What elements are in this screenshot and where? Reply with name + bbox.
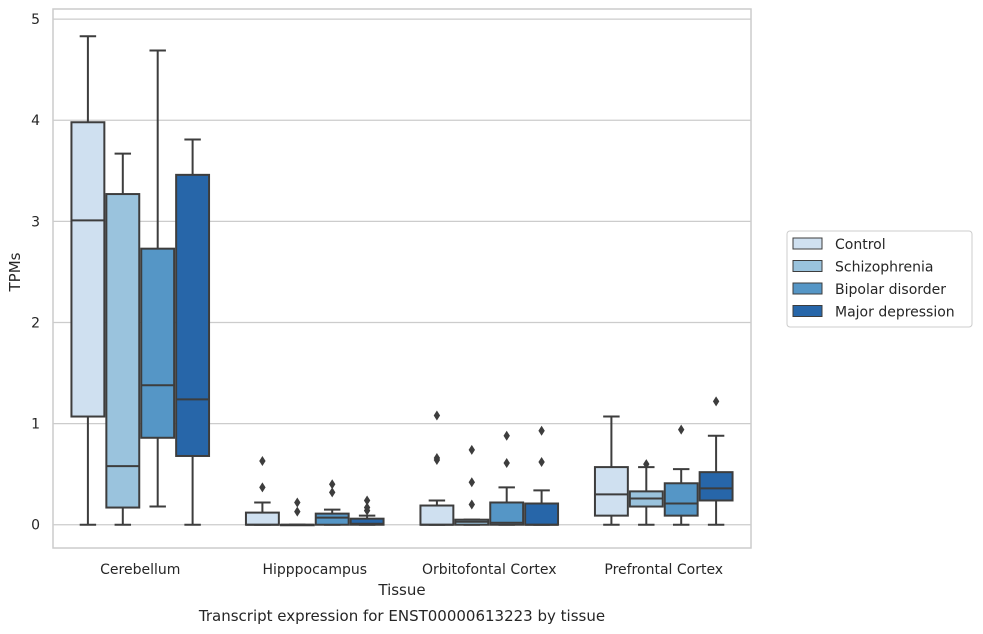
- box-body: [314, 512, 350, 526]
- outlier-point: [468, 477, 475, 488]
- box-3-1: [349, 495, 385, 526]
- outlier-point: [329, 479, 336, 490]
- outlier-point: [712, 396, 720, 407]
- y-tick-label: 2: [31, 315, 40, 331]
- box-body: [175, 173, 211, 457]
- x-axis-label: Tissue: [377, 581, 425, 599]
- box-3-3: [698, 396, 734, 526]
- box-body: [105, 193, 141, 509]
- outlier-point: [538, 457, 545, 468]
- series-schizophrenia: [105, 152, 664, 527]
- box-body: [140, 247, 176, 439]
- outlier-point: [294, 506, 301, 517]
- y-tick-label: 4: [31, 113, 40, 129]
- box-body: [489, 501, 525, 526]
- outlier-point: [294, 497, 301, 508]
- legend-swatch: [792, 260, 823, 272]
- box-1-1: [279, 497, 315, 527]
- y-axis-label: TPMs: [6, 252, 24, 292]
- box-body: [70, 121, 106, 418]
- box-1-2: [454, 444, 490, 526]
- box-0-2: [419, 410, 455, 526]
- outlier-point: [259, 456, 266, 467]
- box-0-3: [593, 415, 629, 526]
- box-2-2: [489, 430, 525, 526]
- box-body: [524, 502, 560, 526]
- box-body: [349, 517, 385, 526]
- box-1-3: [628, 459, 664, 526]
- legend-frame: [786, 230, 973, 328]
- box-0-0: [70, 35, 106, 526]
- y-tick-label: 5: [31, 12, 40, 28]
- outlier-point: [503, 430, 510, 441]
- box-series: [70, 35, 734, 527]
- box-2-0: [140, 49, 176, 508]
- series-bipolar-disorder: [140, 49, 699, 526]
- legend-swatch: [792, 305, 823, 317]
- box-0-1: [244, 456, 280, 526]
- outlier-point: [538, 425, 545, 436]
- outlier-point: [678, 424, 685, 435]
- outlier-point: [503, 458, 510, 469]
- box-1-0: [105, 152, 141, 526]
- outlier-point: [259, 482, 266, 493]
- outlier-point: [433, 410, 441, 421]
- series-control: [70, 35, 629, 526]
- box-2-3: [663, 424, 699, 526]
- y-tick-label: 3: [31, 214, 40, 230]
- outlier-point: [468, 444, 475, 455]
- outlier-point: [363, 502, 371, 513]
- legend-label: Schizophrenia: [835, 260, 933, 276]
- box-body: [698, 471, 734, 502]
- box-body: [244, 511, 280, 526]
- box-3-2: [524, 425, 560, 526]
- y-axis-ticks: 0 1 2 3 4 5: [31, 12, 40, 534]
- x-axis-ticks: Cerebellum Hipppocampus Orbitofontal Corte…: [100, 562, 723, 578]
- legend: Control Schizophrenia Bipolar disorder Majo…: [786, 230, 973, 328]
- box-body: [593, 466, 629, 517]
- x-tick-label: Hipppocampus: [262, 562, 367, 578]
- outlier-point: [363, 495, 371, 506]
- legend-label: Bipolar disorder: [835, 282, 946, 298]
- outlier-point: [468, 499, 475, 510]
- legend-swatch: [792, 237, 823, 250]
- legend-swatch: [792, 282, 823, 295]
- outlier-point: [643, 459, 650, 470]
- x-tick-label: Orbitofontal Cortex: [422, 562, 557, 578]
- box-body: [419, 504, 455, 526]
- outlier-point: [329, 487, 336, 498]
- box-3-0: [175, 138, 211, 526]
- y-tick-label: 1: [31, 417, 40, 433]
- series-major-depression: [175, 138, 734, 526]
- y-tick-label: 0: [31, 518, 40, 534]
- x-tick-label: Cerebellum: [100, 562, 180, 578]
- legend-label: Major depression: [835, 305, 955, 321]
- chart-caption: Transcript expression for ENST0000061322…: [198, 607, 605, 625]
- outlier-point: [433, 452, 441, 463]
- plot-frame: [52, 8, 752, 549]
- legend-label: Control: [835, 237, 886, 253]
- x-tick-label: Prefrontal Cortex: [604, 562, 723, 578]
- box-body: [663, 482, 699, 517]
- box-2-1: [314, 479, 350, 526]
